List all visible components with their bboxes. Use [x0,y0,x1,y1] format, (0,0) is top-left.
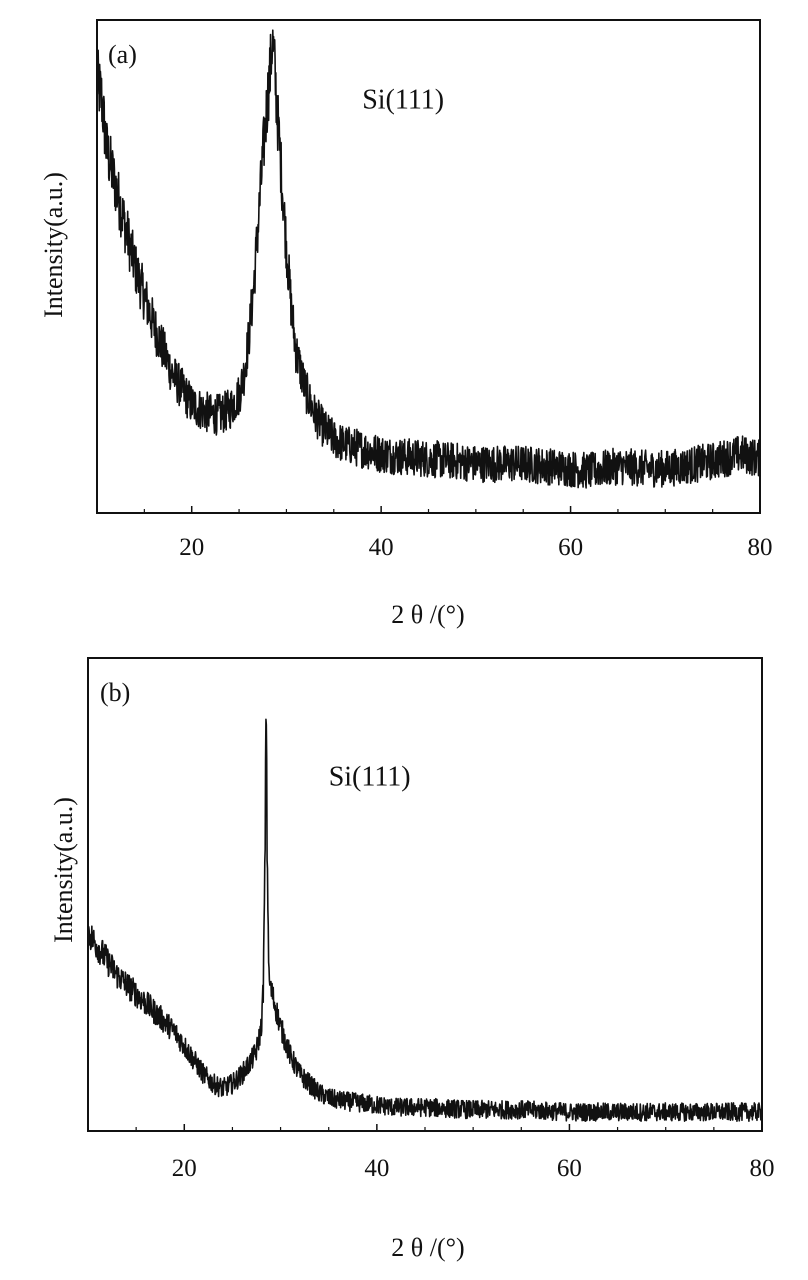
x-tick-label-b-20: 20 [172,1155,197,1182]
x-tick-label-a-40: 40 [369,534,394,561]
x-tick-label-b-60: 60 [557,1155,582,1182]
x-ticks-a: 20 40 60 80 [96,506,773,561]
x-axis-label-a: 2 θ /(°) [391,600,464,629]
x-axis-label-b: 2 θ /(°) [391,1233,464,1262]
peak-annotation-a: Si(111) [362,85,444,116]
y-axis-label-a: Intensity(a.u.) [39,172,68,318]
y-axis-label-b: Intensity(a.u.) [49,797,78,943]
panel-a: (a) Intensity(a.u.) 2 θ /(°) 20 40 60 80 Si… [39,19,773,629]
x-tick-label-b-40: 40 [364,1155,389,1182]
peak-annotation-b: Si(111) [329,762,411,793]
series-line-a [96,29,761,489]
x-tick-label-a-60: 60 [558,534,583,561]
x-tick-label-a-80: 80 [748,534,773,561]
panel-label-b: (b) [100,678,130,707]
x-ticks-b: 20 40 60 80 [87,1124,775,1182]
panel-b: (b) Intensity(a.u.) 2 θ /(°) 20 40 60 80 Si… [49,657,775,1262]
series-line-b [87,718,763,1123]
panel-label-a: (a) [108,40,137,69]
x-tick-label-b-80: 80 [750,1155,775,1182]
x-tick-label-a-20: 20 [179,534,204,561]
